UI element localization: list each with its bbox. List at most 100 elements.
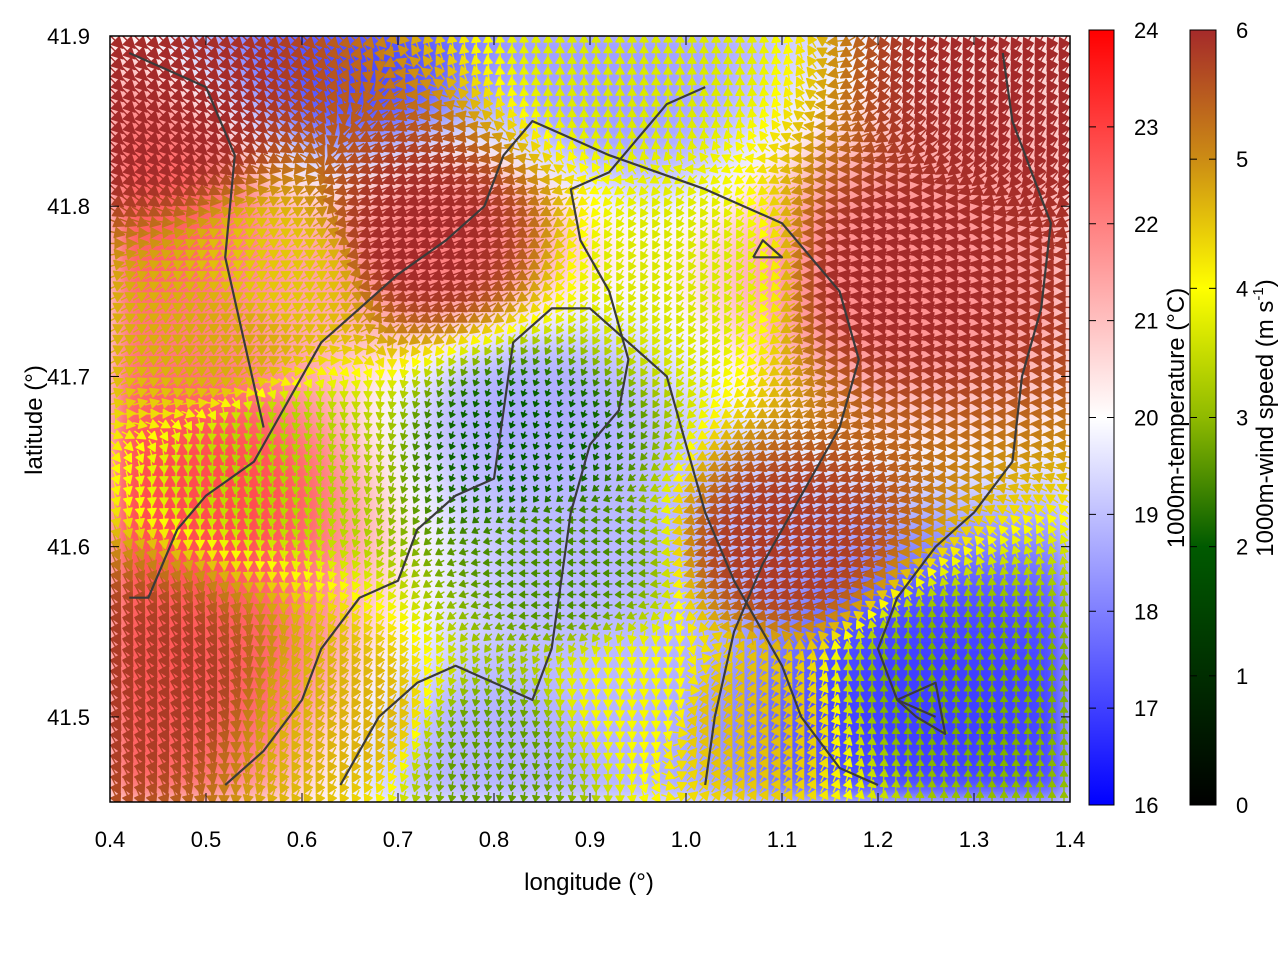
wind-arrow: [231, 492, 241, 506]
wind-arrow: [132, 334, 148, 345]
wind-arrow: [134, 628, 146, 647]
wind-arrow: [120, 65, 136, 81]
wind-arrow: [144, 129, 160, 145]
wind-arrow: [215, 173, 233, 186]
wind-arrow: [170, 596, 181, 615]
wind-arrow: [180, 387, 196, 398]
wind-arrow: [204, 140, 220, 156]
wind-arrow: [168, 324, 184, 334]
wind-arrow: [180, 271, 196, 281]
wind-arrow: [120, 44, 136, 60]
wind-arrow: [192, 387, 208, 398]
wind-arrow: [134, 660, 146, 678]
wind-arrow: [132, 183, 148, 198]
wind-arrow: [111, 470, 121, 485]
wind-arrow: [180, 119, 196, 135]
wind-arrow: [228, 345, 244, 355]
wind-arrow: [168, 55, 184, 71]
wind-arrow: [207, 461, 217, 474]
wind-arrow: [231, 450, 241, 463]
wind-arrow: [158, 702, 170, 721]
wind-arrow: [132, 259, 149, 271]
wind-arrow: [207, 492, 217, 506]
wind-arrow: [170, 671, 182, 689]
wind-arrow: [144, 249, 161, 260]
wind-arrow: [195, 461, 205, 474]
wind-arrow: [120, 129, 136, 145]
wind-arrow: [192, 172, 209, 187]
wind-arrow: [155, 195, 173, 207]
wind-arrow: [204, 313, 220, 324]
wind-arrow: [156, 313, 172, 324]
wind-arrow: [132, 292, 148, 302]
wind-arrow: [110, 607, 122, 625]
wind-arrow: [110, 270, 125, 281]
wind-arrow: [193, 36, 208, 49]
wind-arrow: [156, 408, 172, 419]
wind-arrow: [110, 617, 122, 636]
wind-arrow: [180, 238, 196, 249]
wind-arrow: [122, 440, 134, 452]
wind-arrow: [110, 692, 122, 710]
wind-arrow: [147, 449, 157, 464]
wind-arrow: [207, 513, 217, 527]
wind-arrow: [192, 292, 208, 302]
wind-arrow: [170, 419, 182, 430]
wind-arrow: [122, 523, 133, 539]
wind-arrow: [119, 227, 138, 239]
wind-arrow: [180, 44, 196, 60]
wind-arrow: [146, 564, 157, 582]
wind-arrow: [158, 617, 170, 636]
wind-arrow: [179, 195, 197, 206]
wind-arrow: [170, 575, 181, 593]
wind-arrow: [216, 55, 232, 71]
wind-arrow: [204, 366, 220, 377]
wind-arrow: [182, 607, 194, 625]
wind-arrow: [204, 281, 220, 292]
wind-arrow: [123, 460, 133, 474]
wind-arrow: [171, 439, 181, 453]
wind-arrow: [110, 543, 121, 561]
wind-arrow: [132, 129, 148, 145]
wind-arrow: [146, 734, 158, 753]
wind-arrow: [122, 745, 134, 764]
wind-arrow: [204, 217, 221, 228]
wind-arrow: [183, 428, 193, 442]
wind-arrow: [206, 660, 218, 678]
wind-arrow: [144, 387, 160, 398]
wind-arrow: [120, 76, 136, 92]
wind-arrow: [183, 418, 192, 431]
wind-arrow: [204, 334, 220, 345]
wind-arrow: [207, 407, 216, 421]
wind-arrow: [120, 281, 136, 292]
wind-arrow: [192, 249, 208, 260]
wind-arrow: [194, 702, 206, 721]
wind-arrow: [122, 533, 133, 550]
wind-arrow: [132, 161, 148, 177]
wind-arrow: [170, 724, 182, 742]
wind-arrow: [135, 439, 145, 452]
wind-arrow: [180, 151, 196, 166]
wind-arrow: [216, 366, 232, 377]
wind-arrow: [203, 184, 221, 196]
wind-arrow: [119, 237, 137, 250]
wind-arrow: [143, 227, 162, 239]
wind-arrow: [122, 734, 134, 753]
wind-arrow: [156, 302, 172, 313]
wind-arrow: [110, 649, 122, 668]
wind-arrow: [216, 355, 232, 366]
wind-arrow: [110, 585, 122, 604]
wind-arrow: [146, 745, 158, 764]
wind-arrow: [132, 76, 148, 92]
wind-arrow: [123, 492, 133, 507]
wind-arrow: [204, 76, 220, 92]
wind-arrow: [156, 260, 172, 270]
wind-arrow: [146, 681, 158, 700]
wind-arrow: [156, 44, 172, 60]
wind-arrow: [216, 65, 232, 81]
wind-arrow: [192, 140, 208, 156]
wind-arrow: [144, 398, 160, 409]
wind-arrow: [110, 408, 124, 419]
wind-arrow: [120, 408, 136, 419]
